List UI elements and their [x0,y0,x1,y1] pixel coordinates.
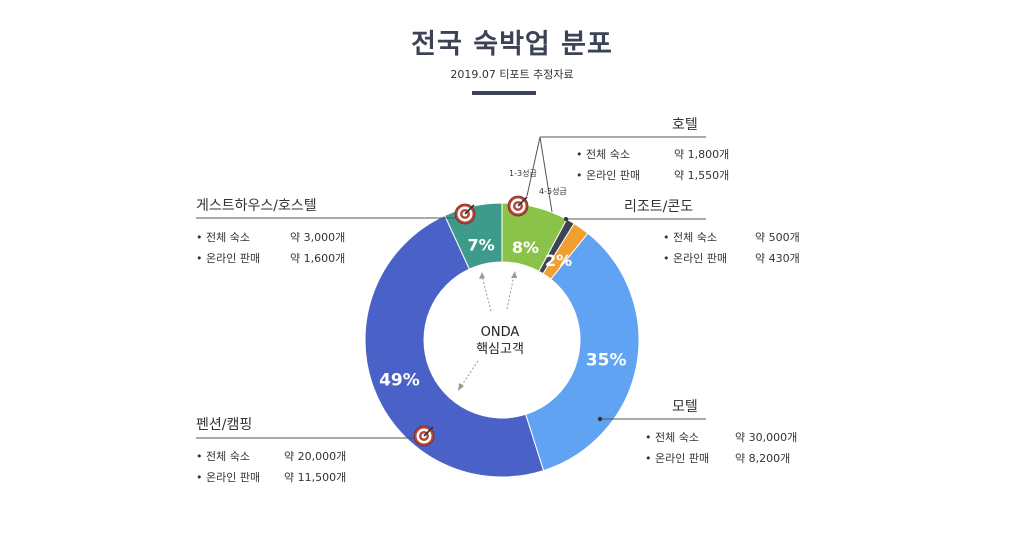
resort-stat-key: 온라인 판매 [673,252,728,265]
motel-stat-row: • 전체 숙소 약 30,000개 [645,427,797,448]
pension-stat-key: 전체 숙소 [206,450,250,463]
target-icon [507,195,529,217]
center-arrowhead-pension [458,383,464,391]
guest-stat-key: 온라인 판매 [206,252,261,265]
pension-stat-value: 약 11,500개 [284,471,347,484]
page-subtitle: 2019.07 티포트 추정자료 [450,68,574,81]
center-arrow-hotel [506,274,515,310]
target-icon [454,203,476,225]
center-arrow-pension [459,360,479,389]
pension-stat-row: • 온라인 판매 약 11,500개 [196,467,346,488]
hotel-stat-key: 전체 숙소 [586,148,630,161]
slice-percent-label: 35% [586,350,627,370]
hotel-sublabel-high: 4-5성급 [539,187,567,196]
hotel-stat-key: 온라인 판매 [586,169,641,182]
guest-title: 게스트하우스/호스텔 [196,198,317,214]
slice-percent-label: 7% [467,235,494,254]
target-icon [413,425,435,447]
pension-stat-key: 온라인 판매 [206,471,261,484]
guest-stat-row: • 전체 숙소 약 3,000개 [196,227,345,248]
center-label-line1: ONDA [481,325,520,340]
hotel-title: 호텔 [672,117,698,133]
slice-percent-label: 2% [545,251,572,270]
hotel-connector-low [526,136,541,197]
center-arrowhead-guest [479,272,485,279]
hotel-stat-row: • 전체 숙소 약 1,800개 [576,144,729,165]
motel-stat-value: 약 8,200개 [735,452,791,465]
slice-percent-label: 49% [379,371,420,391]
guest-stat-value: 약 1,600개 [290,252,346,265]
motel-stat-row: • 온라인 판매 약 8,200개 [645,448,797,469]
motel-stats: • 전체 숙소 약 30,000개 • 온라인 판매 약 8,200개 [645,427,797,469]
donut-slice [364,214,545,478]
center-arrow-guest [481,275,492,312]
resort-stat-value: 약 430개 [755,252,800,265]
resort-title: 리조트/콘도 [624,199,694,215]
hotel-connector-high [539,136,553,213]
resort-stat-key: 전체 숙소 [673,231,717,244]
resort-dot [564,217,568,221]
hotel-sublabel-low: 1-3성급 [509,169,537,178]
center-label-line2: 핵심고객 [476,342,524,357]
pension-stat-row: • 전체 숙소 약 20,000개 [196,446,346,467]
resort-stat-value: 약 500개 [755,231,800,244]
motel-dot [597,416,603,422]
center-arrowhead-hotel [511,271,517,278]
hotel-stat-value: 약 1,550개 [674,169,730,182]
hotel-stats: • 전체 숙소 약 1,800개 • 온라인 판매 약 1,550개 [576,144,729,186]
guest-stats: • 전체 숙소 약 3,000개 • 온라인 판매 약 1,600개 [196,227,345,269]
page-title: 전국 숙박업 분포 [411,29,613,60]
hotel-stat-row: • 온라인 판매 약 1,550개 [576,165,729,186]
donut-slice [525,232,640,472]
title-underline [472,91,536,95]
resort-stats: • 전체 숙소 약 500개 • 온라인 판매 약 430개 [663,227,800,269]
motel-title: 모텔 [672,399,698,415]
pension-title: 펜션/캠핑 [196,417,253,433]
resort-stat-row: • 온라인 판매 약 430개 [663,248,800,269]
motel-stat-key: 온라인 판매 [655,452,710,465]
resort-stat-row: • 전체 숙소 약 500개 [663,227,800,248]
hotel-stat-value: 약 1,800개 [674,148,730,161]
guest-stat-value: 약 3,000개 [290,231,346,244]
guest-stat-key: 전체 숙소 [206,231,250,244]
guest-stat-row: • 온라인 판매 약 1,600개 [196,248,345,269]
motel-stat-value: 약 30,000개 [735,431,798,444]
motel-stat-key: 전체 숙소 [655,431,699,444]
pension-stat-value: 약 20,000개 [284,450,347,463]
slice-percent-label: 8% [512,238,539,257]
pension-stats: • 전체 숙소 약 20,000개 • 온라인 판매 약 11,500개 [196,446,346,488]
